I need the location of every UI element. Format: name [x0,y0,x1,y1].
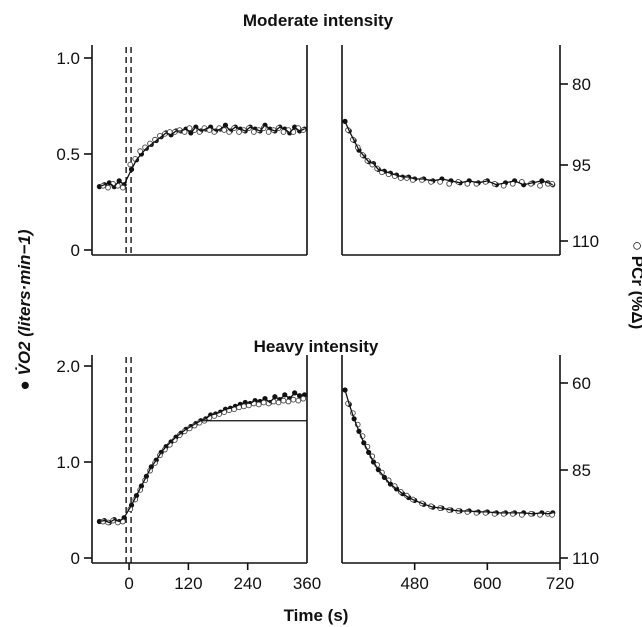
right-y-tick-label: 95 [572,156,591,175]
right-y-tick-label: 110 [572,549,599,568]
pcr-data-point [419,177,425,183]
pcr-data-point [120,184,126,191]
pcr-data-point [186,125,193,131]
right-y-axis-title-text: PCr (%Δ) [628,256,642,330]
x-tick-label: 720 [546,574,574,593]
vo2-fit-curve-on [99,392,305,524]
vo2-fit-curve-off [344,121,553,186]
pcr-data-point [500,511,507,517]
pcr-data-point [265,129,272,135]
left-y-tick-label: 0.5 [56,145,80,164]
left-y-tick-label: 1.0 [56,453,80,472]
pcr-data-point [127,161,134,168]
heavy-intensity-panel: 0 1.0 2.0 60 85 110 0 120 240 360 480 600 720 [56,355,599,593]
pcr-data-point [300,395,307,402]
moderate-intensity-panel: 0 0.5 1.0 80 95 110 [56,45,599,260]
x-tick-label: 240 [234,574,262,593]
left-y-tick-label: 0 [71,549,80,568]
pcr-data-point [295,397,302,404]
pcr-data-point [280,397,287,404]
left-y-tick-label: 0 [71,241,80,260]
pcr-data-point [176,127,183,133]
right-y-tick-label: 80 [572,75,591,94]
pcr-data-point [250,129,257,135]
right-y-tick-label: 60 [572,374,591,393]
left-y-axis-title: ● V̇O2 (liters·min−1) [15,229,34,390]
pcr-data-point [446,180,453,187]
x-tick-label: 480 [400,574,428,593]
left-y-axis-title-text: V̇O2 (liters·min−1) [15,229,34,375]
pcr-data-point [255,401,262,408]
pcr-data-point [221,127,228,133]
vo2-fit-curve-off [344,389,553,515]
panel-title-moderate: Moderate intensity [243,11,394,30]
pcr-data-point [285,398,292,405]
pcr-data-point [537,182,543,189]
vo2-fit-curve-on [99,124,305,188]
pcr-data-point [236,129,242,135]
right-y-tick-label: 110 [572,232,599,251]
x-tick-label: 0 [124,574,133,593]
pcr-data-point [482,510,489,516]
pcr-data-point [280,129,287,135]
pcr-data-point [137,148,144,155]
vo2-data-point [342,118,348,124]
x-axis-title: Time (s) [284,606,349,625]
right-y-axis-title: ○ PCr (%Δ) [628,241,642,330]
pcr-data-point [275,399,282,406]
pcr-data-point [464,509,471,515]
pcr-data-point [105,184,111,191]
x-tick-label: 120 [174,574,202,593]
panel-title-heavy: Heavy intensity [254,337,379,356]
x-tick-label: 600 [473,574,501,593]
pcr-data-point [290,396,297,403]
left-y-tick-label: 2.0 [56,357,80,376]
x-tick-label: 360 [293,574,321,593]
pcr-data-point [241,403,247,410]
left-y-tick-label: 1.0 [56,49,80,68]
pcr-data-point [509,511,516,517]
right-y-tick-label: 85 [572,461,591,480]
